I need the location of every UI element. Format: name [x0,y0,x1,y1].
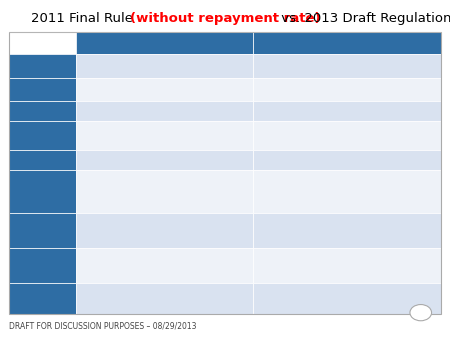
Text: vs. 2013 Draft Regulation: vs. 2013 Draft Regulation [277,12,450,25]
Text: aDTE > 12% & dDTE > 30%: aDTE > 12% & dDTE > 30% [79,155,189,164]
Text: Passing: Passing [24,106,61,115]
Text: aDTE ≤ 12% OR dDTE ≤ 30%: aDTE ≤ 12% OR dDTE ≤ 30% [79,106,194,115]
Text: For discussion at negotiations: For discussion at negotiations [256,294,374,303]
Text: Failing: Failing [27,155,58,164]
Text: No equivalent provision: No equivalent provision [79,131,172,140]
Text: New programs: New programs [8,294,77,303]
Text: aDTE>12% & dDTE>30%: aDTE>12% & dDTE>30% [256,155,356,164]
Text: All new programs notify, the Department
decides whether to formally approve: All new programs notify, the Department … [79,289,240,308]
Text: Draft Regulation (2013): Draft Regulation (2013) [282,38,413,48]
Text: T4 ineligible for 3yrs if:
•2 fail out of 3yrs OR
•Not passing in any 1 out of 4: T4 ineligible for 3yrs if: •2 fail out o… [256,171,429,211]
Text: 1: 1 [418,307,424,317]
Text: annual DTE
discretionary DTE: annual DTE discretionary DTE [256,80,325,99]
Text: After 1st fail:
•Debt warnings to students
•T4 enrollment limited to previous yr: After 1st fail: •Debt warnings to studen… [256,250,423,280]
Text: • Not passing &
• 8% < aDTE ≤ 12% OR 20% < dDTE ≤ 30%: • Not passing & • 8% < aDTE ≤ 12% OR 20%… [256,126,432,145]
Text: Final Rule (2011): Final Rule (2011) [117,38,212,48]
Text: Accountability
Metrics: Accountability Metrics [8,80,77,99]
Text: Applicable
students: Applicable students [18,56,68,75]
Text: Title IV & non-Title IV: Title IV & non-Title IV [79,61,161,70]
Text: Zone: Zone [31,131,54,140]
Text: annual DTE
discretionary DTE: annual DTE discretionary DTE [79,80,148,99]
Text: Debt warnings to students if program could
become ineligible at the end of the y: Debt warnings to students if program cou… [256,220,428,240]
Text: No equivalent provision: No equivalent provision [79,226,172,235]
Text: T4 ineligible for 3yrs if 3 fails out of 4 yrs: T4 ineligible for 3yrs if 3 fails out of… [79,187,241,196]
Text: DRAFT FOR DISCUSSION PURPOSES – 08/29/2013: DRAFT FOR DISCUSSION PURPOSES – 08/29/20… [9,321,197,331]
Text: Zone
consequences: Zone consequences [9,220,76,240]
Text: Title IV only: Title IV only [256,61,302,70]
Text: Ineligibility
rules: Ineligibility rules [15,182,70,201]
Text: (without repayment rate): (without repayment rate) [130,12,321,25]
Text: After 1st & 2nd fail:
Debt warnings to students: After 1st & 2nd fail: Debt warnings to s… [79,256,183,275]
Text: Fail
consequences: Fail consequences [9,256,76,275]
Text: aDTE ≤ 8% OR dDTE ≤ 20%: aDTE ≤ 8% OR dDTE ≤ 20% [256,106,366,115]
Text: 2011 Final Rule: 2011 Final Rule [31,12,137,25]
